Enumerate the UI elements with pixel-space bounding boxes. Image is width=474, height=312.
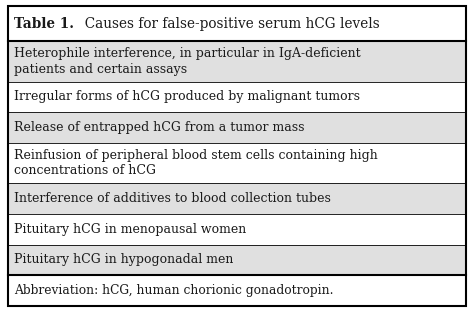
Text: Interference of additives to blood collection tubes: Interference of additives to blood colle…: [14, 192, 331, 205]
Bar: [8, 112, 466, 143]
Text: Heterophile interference, in particular in IgA-deficient
patients and certain as: Heterophile interference, in particular …: [14, 47, 361, 76]
Bar: [8, 143, 466, 183]
Text: Abbreviation: hCG, human chorionic gonadotropin.: Abbreviation: hCG, human chorionic gonad…: [14, 284, 334, 297]
Bar: [8, 6, 466, 41]
Text: Reinfusion of peripheral blood stem cells containing high
concentrations of hCG: Reinfusion of peripheral blood stem cell…: [14, 149, 378, 177]
Text: Table 1.: Table 1.: [14, 17, 74, 31]
Text: Pituitary hCG in menopausal women: Pituitary hCG in menopausal women: [14, 223, 246, 236]
Bar: [8, 82, 466, 112]
Bar: [8, 275, 466, 306]
Bar: [8, 214, 466, 245]
Bar: [8, 183, 466, 214]
Bar: [8, 41, 466, 82]
Text: Irregular forms of hCG produced by malignant tumors: Irregular forms of hCG produced by malig…: [14, 90, 360, 104]
Text: Release of entrapped hCG from a tumor mass: Release of entrapped hCG from a tumor ma…: [14, 121, 304, 134]
Text: Pituitary hCG in hypogonadal men: Pituitary hCG in hypogonadal men: [14, 253, 233, 266]
Text: Causes for false-positive serum hCG levels: Causes for false-positive serum hCG leve…: [76, 17, 380, 31]
Bar: [8, 245, 466, 275]
